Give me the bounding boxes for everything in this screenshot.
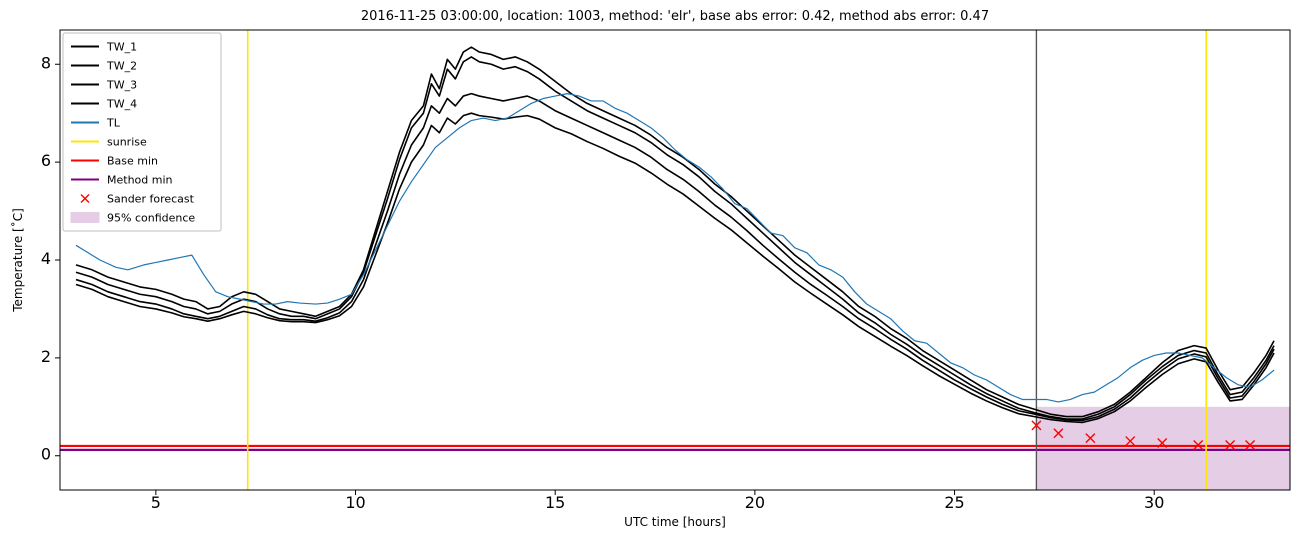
x-tick-label: 20	[745, 493, 765, 512]
legend-label: TW_4	[106, 98, 137, 111]
y-tick-label: 8	[41, 53, 51, 72]
legend-label: sunrise	[107, 136, 147, 149]
chart-title: 2016-11-25 03:00:00, location: 1003, met…	[361, 9, 989, 24]
legend-label: Base min	[107, 155, 158, 168]
series-tw-1	[76, 47, 1274, 416]
x-tick-label: 15	[545, 493, 565, 512]
y-tick-label: 2	[41, 347, 51, 366]
y-tick-label: 4	[41, 249, 51, 268]
x-tick-label: 5	[151, 493, 161, 512]
x-tick-label: 25	[944, 493, 964, 512]
plot-area	[60, 30, 1290, 490]
legend-label: TW_3	[106, 79, 137, 92]
x-tick-label: 10	[345, 493, 365, 512]
legend: TW_1 TW_2 TW_3 TW_4 TL sunrise Base min Method …	[63, 33, 221, 231]
legend-sample	[71, 213, 99, 223]
series-tw-2	[76, 57, 1274, 419]
y-tick-label: 0	[41, 445, 51, 464]
y-axis-label: Temperature [˚C]	[10, 208, 25, 313]
series-tl	[76, 94, 1274, 402]
chart-container: 2016-11-25 03:00:00, location: 1003, met…	[0, 0, 1302, 547]
legend-label: TW_2	[106, 60, 137, 73]
legend-label: TW_1	[106, 41, 137, 54]
x-tick-label: 30	[1144, 493, 1164, 512]
legend-label: Method min	[107, 174, 173, 187]
series-tw-3	[76, 94, 1274, 421]
x-axis-label: UTC time [hours]	[624, 515, 726, 529]
legend-label: TL	[106, 117, 121, 130]
legend-label: Sander forecast	[107, 193, 195, 206]
chart-svg: 2016-11-25 03:00:00, location: 1003, met…	[0, 0, 1302, 547]
y-tick-label: 6	[41, 151, 51, 170]
legend-label: 95% confidence	[107, 212, 195, 225]
